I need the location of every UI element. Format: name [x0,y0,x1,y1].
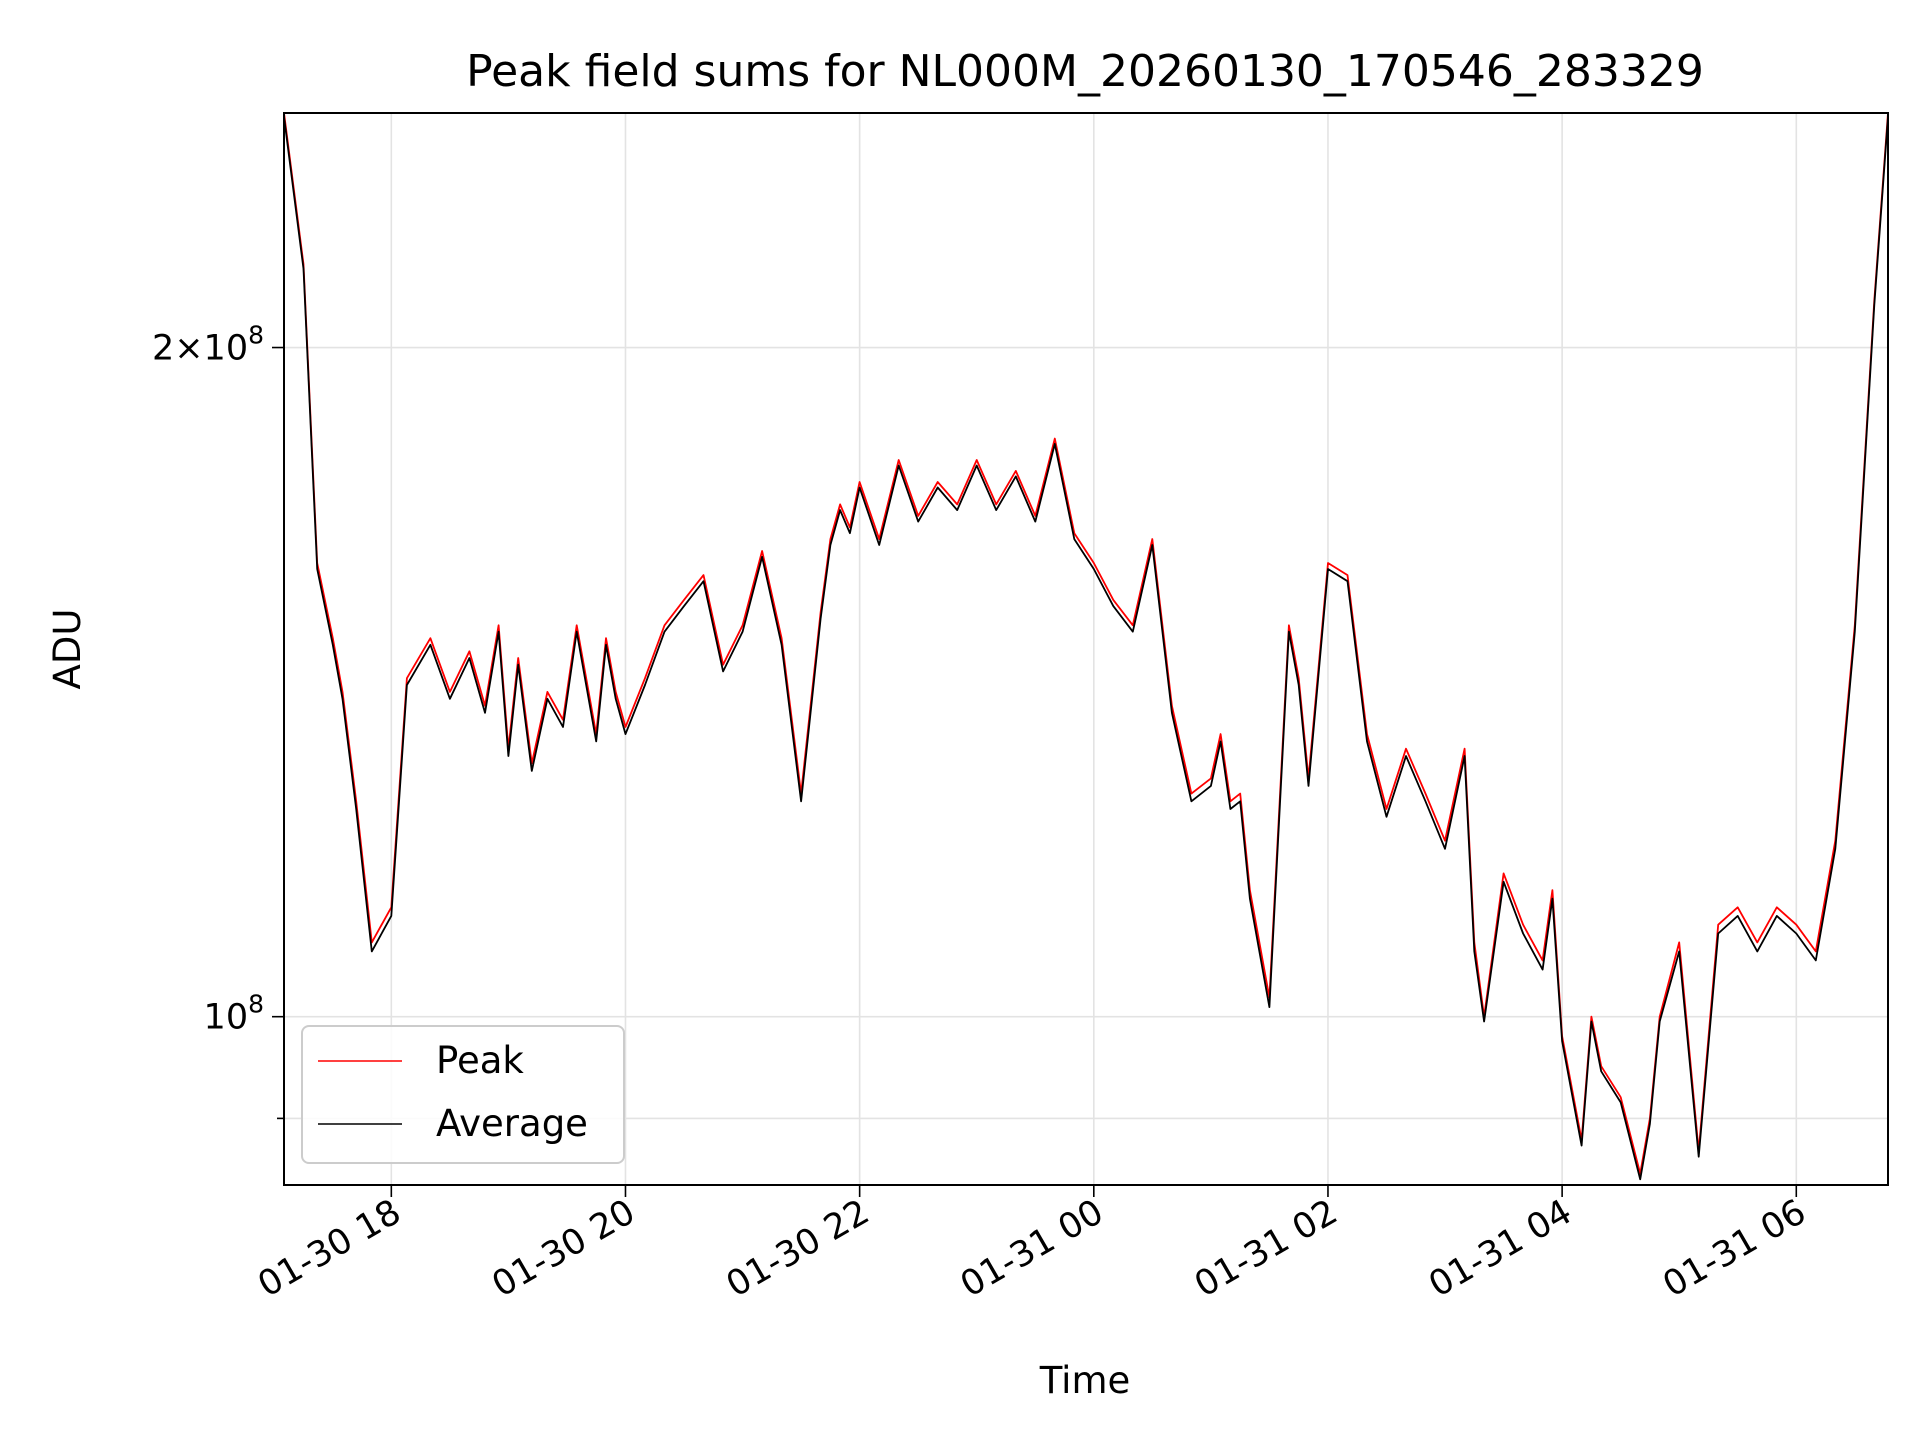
legend-label-peak: Peak [436,1039,524,1082]
y-tick-base: 10 [204,998,249,1038]
series-line-peak [283,112,1889,1175]
y-tick-base: 10 [204,329,249,369]
y-axis-label: ADU [46,609,89,690]
series-line-average [283,116,1889,1181]
y-tick-exponent: 8 [248,321,264,350]
y-tick-exponent: 8 [248,990,264,1019]
legend-label-average: Average [436,1102,588,1145]
grid-layer [284,113,1888,1185]
series-layer [283,112,1889,1181]
chart-title: Peak field sums for NL000M_20260130_1705… [466,46,1704,97]
y-tick-label: 108 [204,990,264,1038]
legend: Peak Average [301,1025,625,1164]
y-tick-label: 2×108 [152,321,264,369]
plot-frame [283,112,1889,1186]
x-axis-label: Time [1039,1359,1131,1402]
y-tick-mantissa: 2× [152,329,204,369]
